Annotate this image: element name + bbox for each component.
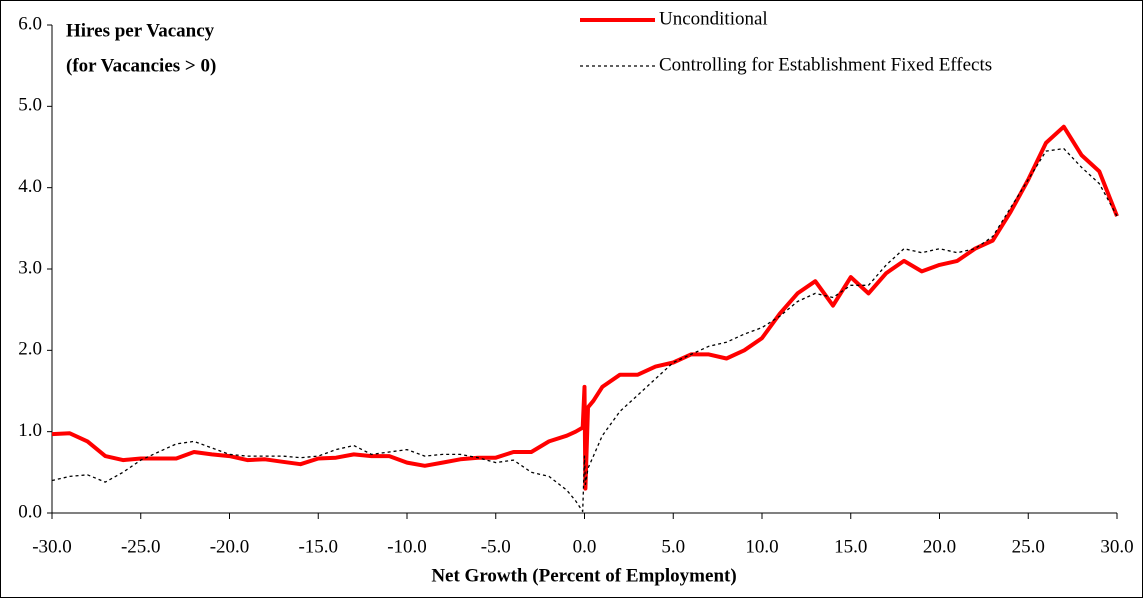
x-tick-label: 0.0 [573,536,597,557]
x-tick-label: -15.0 [298,536,338,557]
x-tick-label: 25.0 [1012,536,1045,557]
x-tick-label: 30.0 [1100,536,1133,557]
y-tick-label: 4.0 [18,176,42,197]
chart-title: Hires per Vacancy [66,20,215,41]
y-tick-label: 0.0 [18,501,42,522]
x-tick-label: -25.0 [121,536,161,557]
y-tick-label: 2.0 [18,339,42,360]
x-tick-label: -30.0 [32,536,72,557]
x-tick-label: -10.0 [387,536,427,557]
x-tick-label: -20.0 [210,536,250,557]
x-tick-label: 15.0 [834,536,867,557]
legend-label: Unconditional [659,8,768,29]
y-tick-label: 3.0 [18,257,42,278]
chart-title: (for Vacancies > 0) [66,55,216,76]
series-line [51,124,1119,491]
x-tick-label: 20.0 [923,536,956,557]
x-axis-label: Net Growth (Percent of Employment) [431,565,736,586]
x-tick-label: 5.0 [661,536,685,557]
y-tick-label: 6.0 [18,13,42,34]
x-tick-label: -5.0 [481,536,511,557]
legend-label: Controlling for Establishment Fixed Effe… [659,54,992,75]
y-tick-label: 1.0 [18,420,42,441]
y-tick-label: 5.0 [18,95,42,116]
series-line [51,147,1118,513]
x-tick-label: 10.0 [745,536,778,557]
